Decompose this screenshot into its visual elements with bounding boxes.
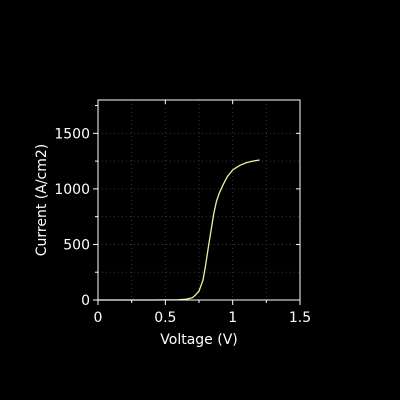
x-tick-label: 0.5 — [154, 310, 176, 326]
y-tick-label: 1000 — [54, 182, 90, 198]
x-tick-label: 1.5 — [289, 310, 311, 326]
y-tick-label: 0 — [81, 293, 90, 309]
x-axis-label: Voltage (V) — [160, 332, 237, 348]
y-axis-label: Current (A/cm2) — [34, 144, 50, 257]
x-tick-label: 0 — [94, 310, 103, 326]
y-tick-label: 500 — [63, 237, 90, 253]
y-tick-label: 1500 — [54, 126, 90, 142]
x-tick-label: 1 — [228, 310, 237, 326]
